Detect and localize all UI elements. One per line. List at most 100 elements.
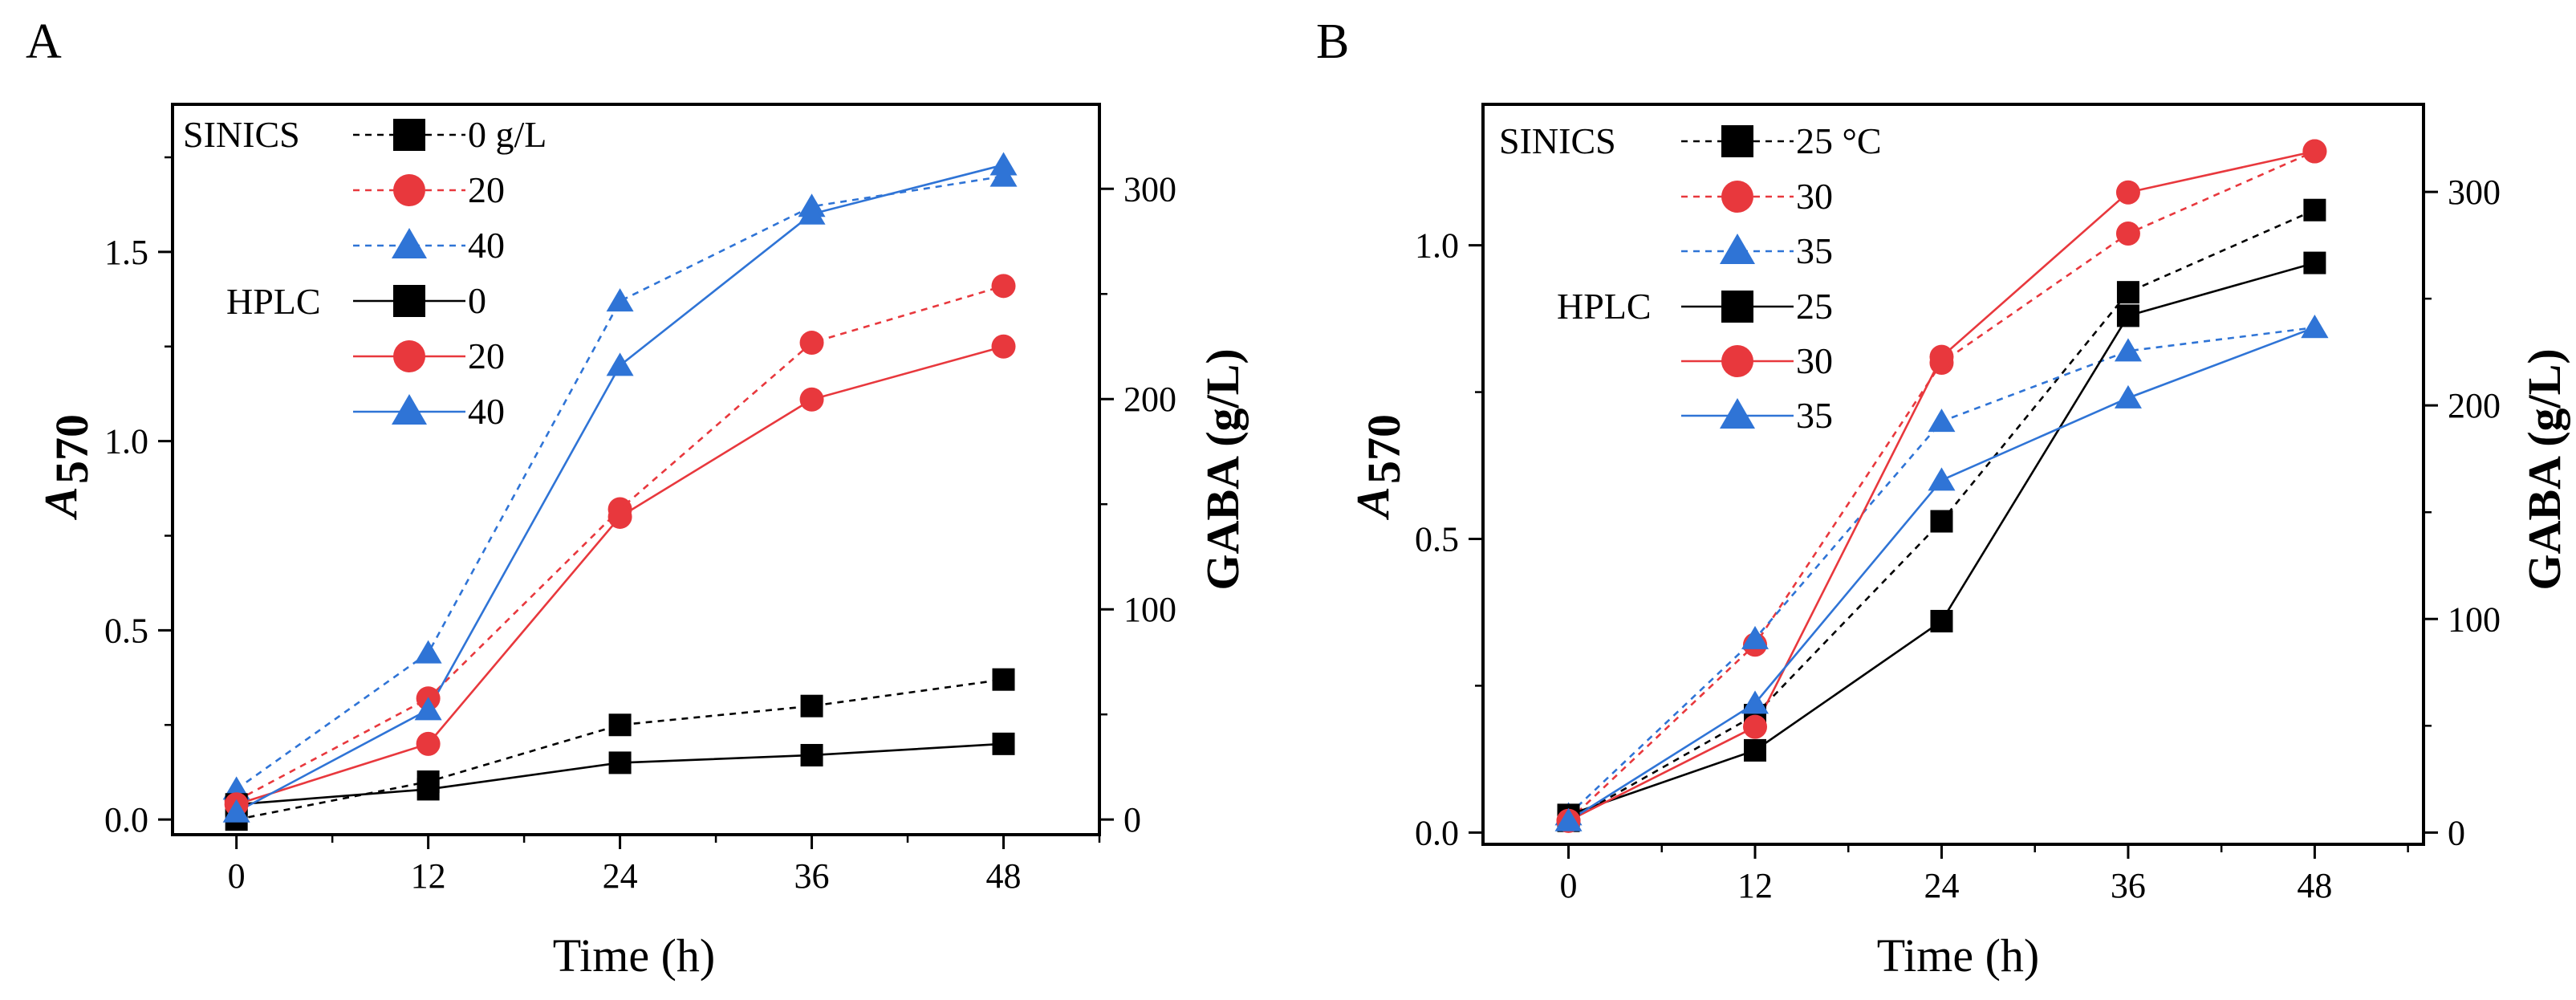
panel-a-point-hplc-5: [414, 697, 442, 721]
panel-a-point-hplc-4: [416, 731, 441, 756]
panel-b-legend-marker-sinics-35: [1720, 234, 1755, 264]
panel-a-legend-label-hplc-40: 40: [468, 391, 505, 432]
panel-a-point-sinics-0: [992, 668, 1015, 691]
panel-a-point-hplc-5: [989, 152, 1018, 176]
panel-b-point-hplc-5: [1741, 690, 1769, 714]
panel-b-point-sinics-0: [1930, 510, 1953, 533]
panel-a-point-hplc-4: [991, 334, 1016, 359]
panel-a-legend-label-hplc-0: 0: [468, 280, 486, 321]
panel-b-y-axis-title-right: GABA (g/L): [2518, 348, 2570, 590]
panel-b-point-sinics-2: [2114, 338, 2142, 362]
panel-b-y-left-tick-label: 1.0: [1415, 226, 1459, 266]
panel-b-point-hplc-3: [2116, 304, 2139, 327]
panel-b-legend-marker-sinics-30: [1721, 181, 1753, 213]
panel-a-y-right-tick-label: 200: [1123, 380, 1176, 419]
panel-b-y-left-tick-label: 0.0: [1415, 813, 1459, 852]
panel-a-x-tick-label: 24: [603, 856, 638, 896]
panel-a-plot-frame: [171, 103, 1101, 836]
panel-a-legend-label-sinics-0: 0 g/L: [468, 114, 546, 155]
panel-b-point-hplc-5: [2301, 315, 2329, 339]
panel-b-legend-label-hplc-30: 30: [1796, 340, 1833, 381]
panel-b-plot-frame: [1481, 103, 2425, 846]
panel-b-point-sinics-0: [2303, 198, 2326, 222]
panel-b-x-axis-title: Time (h): [1877, 929, 2040, 982]
panel-b-legend-label-sinics-30: 30: [1796, 176, 1833, 217]
panel-a-y-right-tick-label: 300: [1123, 169, 1176, 209]
panel-a-y-left-tick-label: 0.0: [104, 800, 148, 839]
panel-b-ticks: 0 12 24 36 48 0.0 0.5 1.0 0 100 200 300: [1415, 173, 2501, 905]
panel-b-y-right-tick-label: 300: [2448, 173, 2501, 212]
panel-b-point-hplc-5: [1928, 467, 1956, 491]
panel-a-point-hplc-5: [222, 799, 250, 823]
panel-b-legend-marker-hplc-25: [1721, 291, 1753, 323]
panel-a-y-axis-title-right: GABA (g/L): [1197, 348, 1249, 590]
panel-a-series-line-sinics-0: [236, 678, 1004, 821]
panel-a-legend-marker-hplc-40: [392, 394, 427, 425]
panel-b-y-title-sub: 570: [1358, 414, 1410, 484]
panel-b-markers: [1554, 139, 2329, 833]
panel-a-point-sinics-1: [991, 274, 1016, 299]
panel-b-legend-label-sinics-25: 25 °C: [1796, 120, 1882, 161]
panel-a-point-hplc-3: [800, 743, 823, 766]
panel-b-y-right-tick-label: 200: [2448, 386, 2501, 425]
panel-b-x-tick-label: 0: [1560, 866, 1578, 905]
panel-a-legend-marker-sinics-40: [392, 228, 427, 258]
panel-a-point-sinics-0: [608, 713, 632, 737]
panel-a-point-sinics-1: [799, 331, 824, 356]
panel-a-point-hplc-5: [606, 352, 634, 376]
panel-a-point-hplc-3: [608, 751, 632, 774]
panel-a-x-tick-label: 12: [411, 856, 446, 896]
panel-b-legend-marker-sinics-25: [1721, 125, 1753, 157]
panel-a-y-left-tick-label: 1.5: [104, 233, 148, 272]
panel-a-y-left-tick-label: 0.5: [104, 611, 148, 650]
panel-a-legend-group-hplc: HPLC: [226, 281, 321, 322]
panel-b-y-right-tick-label: 0: [2448, 813, 2465, 852]
panel-b-point-hplc-3: [1744, 738, 1767, 762]
panel-a-series-line-sinics-2: [235, 175, 1004, 791]
panel-a-legend-group-sinics: SINICS: [183, 114, 300, 155]
panel-a-ticks: 0 12 24 36 48 0.0 0.5 1.0 1.5 0 100 200 300: [104, 156, 1176, 896]
panel-a-label: A: [26, 14, 62, 69]
panel-a-x-tick-label: 48: [986, 856, 1022, 896]
panel-b-point-hplc-4: [1929, 344, 1954, 369]
panel-b-point-hplc-5: [1554, 807, 1583, 831]
panel-b-legend-group-hplc: HPLC: [1557, 286, 1652, 327]
panel-b-y-title-main: A: [1347, 486, 1399, 520]
panel-a-legend-label-hplc-20: 20: [468, 335, 505, 376]
panel-a-y-left-tick-label: 1.0: [104, 422, 148, 461]
panel-a-point-hplc-3: [992, 732, 1015, 755]
panel-a-point-sinics-0: [800, 694, 823, 717]
panel-a-legend-label-sinics-40: 40: [468, 225, 505, 266]
panel-a-legend-label-sinics-20: 20: [468, 169, 505, 210]
panel-a-legend-marker-hplc-20: [393, 340, 425, 372]
panel-b-legend: SINICS HPLC 25 °C 30 35 25 30 35: [1499, 120, 1882, 436]
panel-a-point-hplc-4: [799, 387, 824, 412]
panel-b-point-hplc-4: [2302, 139, 2327, 164]
panel-b-point-hplc-5: [2114, 384, 2142, 409]
panel-a-legend: SINICS HPLC 0 g/L 20 40 0 20 40: [183, 114, 546, 432]
panel-a-y-title-main: A: [35, 486, 87, 520]
panel-a-x-tick-label: 36: [794, 856, 830, 896]
panel-b-x-tick-label: 48: [2297, 866, 2332, 905]
panel-a-x-tick-label: 0: [228, 856, 246, 896]
panel-a-y-axis-title-left: A 570: [35, 414, 98, 520]
panel-b-legend-label-hplc-25: 25: [1796, 286, 1833, 327]
panel-a-legend-marker-sinics-20: [393, 174, 425, 206]
panel-b-x-tick-label: 12: [1737, 866, 1773, 905]
panel-a-chart: A 0 12 24 36 48 0.0 0.5 1.0 1.5 0 100 200 300 SINICS…: [26, 14, 1249, 982]
panel-b-legend-group-sinics: SINICS: [1499, 120, 1616, 161]
panel-a-point-hplc-5: [798, 201, 826, 225]
panel-b-legend-label-hplc-35: 35: [1796, 395, 1833, 436]
panel-a-legend-marker-sinics-0: [393, 119, 425, 151]
panel-a-y-title-sub: 570: [46, 414, 98, 484]
panel-a-x-axis-title: Time (h): [553, 929, 716, 982]
panel-b-point-sinics-0: [2116, 281, 2139, 304]
panel-b-point-hplc-3: [1930, 609, 1953, 632]
panel-b-point-sinics-1: [2115, 221, 2140, 246]
panel-b-x-tick-label: 36: [2111, 866, 2146, 905]
panel-b-point-sinics-2: [1928, 409, 1956, 433]
panel-a-markers: [222, 152, 1018, 831]
panel-a-legend-marker-hplc-0: [393, 285, 425, 317]
panel-a-y-right-tick-label: 100: [1123, 590, 1176, 629]
